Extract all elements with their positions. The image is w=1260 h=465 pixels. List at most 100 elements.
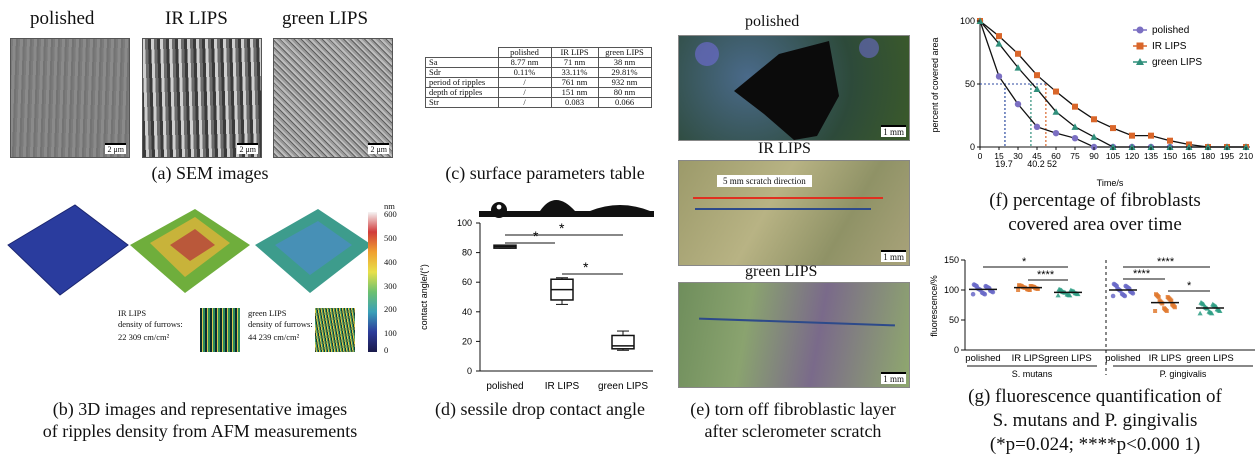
table-row: Sa 8.77 nm 71 nm 38 nm (425, 57, 652, 68)
y-tick-label: 100 (944, 285, 959, 295)
scratch-line-red (693, 197, 883, 199)
coverage-x-ticks: 0 15 30 45 60 75 90 105 120 135 150 165 180 195 210 (978, 147, 1253, 161)
sem-scalebar: 2 μm (237, 143, 258, 154)
fluor-dots (969, 281, 1224, 316)
sem-title-ir: IR LIPS (165, 8, 228, 29)
sig-star: * (583, 259, 589, 275)
table-cell: 761 nm (550, 77, 599, 88)
dot (1209, 310, 1215, 316)
sig-star: **** (1157, 256, 1175, 268)
table-cell: / (497, 97, 552, 108)
fluor-x-labels: polished IR LIPS green LIPS polished IR LIPS… (965, 353, 1233, 364)
table-cell: 0.11% (497, 67, 552, 78)
y-tick-label: 0 (970, 142, 975, 152)
table-cell: Str (425, 97, 499, 108)
x-tick-label: 0 (978, 151, 983, 161)
y-tick-label: 0 (954, 345, 959, 355)
caption-g-line1: (g) fluorescence quantification of (968, 386, 1222, 407)
point-ir (1167, 137, 1173, 144)
point-ir (1129, 132, 1135, 139)
x-label: green LIPS (1044, 353, 1092, 364)
coverage-ylabel: percent of covered area (930, 37, 940, 132)
dot (1059, 287, 1065, 293)
colorbar-tick: 400 (384, 257, 397, 267)
x-tick-label: 180 (1201, 151, 1215, 161)
point-ir (996, 33, 1002, 40)
dot (1016, 288, 1021, 292)
point-green (1071, 123, 1079, 130)
point-green (1242, 143, 1250, 150)
fluor-significance: * **** **** **** * (983, 256, 1210, 292)
table-cell: period of ripples (425, 77, 499, 88)
colorbar-tick: 600 (384, 209, 397, 219)
sig-star: * (559, 220, 565, 236)
table-cell: 0.083 (550, 97, 599, 108)
x-tick-label: 195 (1220, 151, 1234, 161)
coverage-xlabel: Time/s (1097, 178, 1124, 188)
x-tick-label: 45 (1032, 151, 1042, 161)
point-polished (995, 73, 1003, 80)
sig-star: * (1022, 256, 1027, 268)
fluorescence-chart: 0 50 100 150 * **** **** **** * fluorescenc… (929, 255, 1255, 379)
x-label: polished (965, 353, 1000, 364)
caption-f-line2: covered area over time (1008, 214, 1182, 235)
point-green (1014, 64, 1022, 71)
dot (1172, 305, 1177, 310)
caption-d: (d) sessile drop contact angle (435, 399, 645, 419)
coverage-guides (980, 83, 1047, 147)
dot (982, 291, 988, 297)
table-cell: / (497, 87, 552, 98)
y-tick-label: 50 (949, 315, 959, 325)
x-tick-label: 90 (1089, 151, 1099, 161)
table-cell: Sdr (425, 67, 499, 78)
contact-xlabel: polished (486, 381, 523, 392)
table-header-cell: IR LIPS (550, 47, 599, 58)
table-header-row: polished IR LIPS green LIPS (426, 47, 652, 58)
colorbar-tick: 0 (384, 345, 389, 355)
dot (1153, 309, 1158, 313)
table-cell: Sa (425, 57, 499, 68)
dot (1130, 291, 1136, 296)
point-green (1090, 133, 1098, 140)
coverage-chart: 0 50 100 0 15 30 45 60 75 90 105 120 135 150 165 180 19… (930, 16, 1253, 188)
contact-significance: * * * (505, 220, 623, 275)
table-cell: depth of ripples (425, 87, 499, 98)
point-green (1166, 143, 1174, 150)
y-tick-label: 150 (944, 255, 959, 265)
table-cell: 80 nm (597, 87, 652, 98)
point-green (1033, 85, 1041, 93)
sem-title-polished: polished (30, 8, 95, 29)
scratch-title-green: green LIPS (745, 263, 818, 280)
x-tick-label: 30 (1013, 151, 1023, 161)
y-tick-label: 0 (467, 366, 472, 376)
point-polished (1052, 129, 1060, 137)
point-polished (1014, 100, 1022, 108)
point-green (1052, 108, 1060, 115)
caption-e-line2: after sclerometer scratch (704, 421, 882, 441)
colorbar-unit: nm (384, 201, 395, 211)
colorbar-tick: 500 (384, 233, 397, 243)
point-ir (1091, 116, 1097, 123)
scratch-photo-polished: 1 mm (678, 35, 910, 141)
box-2 (611, 334, 635, 350)
dot (1201, 301, 1207, 307)
table-row: depth of ripples / 151 nm 80 nm (425, 87, 652, 98)
afm-ir-label-title: IR LIPS (118, 308, 147, 318)
x-tick-label: 210 (1239, 151, 1253, 161)
dot (1164, 309, 1169, 313)
scratch-photo-green: 1 mm (678, 282, 910, 388)
caption-g-line3: (*p=0.024; ****p<0.000 1) (989, 434, 1201, 455)
point-green (1185, 143, 1193, 150)
dot (1019, 284, 1024, 288)
x-tick-label: 120 (1125, 151, 1139, 161)
droplet-icons (479, 200, 654, 218)
table-cell: 8.77 nm (497, 57, 552, 68)
fluor-y-ticks: 0 50 100 150 (944, 255, 965, 355)
point-ir (1072, 103, 1078, 110)
point-green (1128, 143, 1136, 150)
afm-green-label-title: green LIPS (248, 308, 287, 318)
table-cell: / (497, 77, 552, 88)
y-tick-label: 80 (462, 248, 472, 258)
x-tick-label: 105 (1106, 151, 1120, 161)
scratch-line-blue (699, 317, 895, 327)
